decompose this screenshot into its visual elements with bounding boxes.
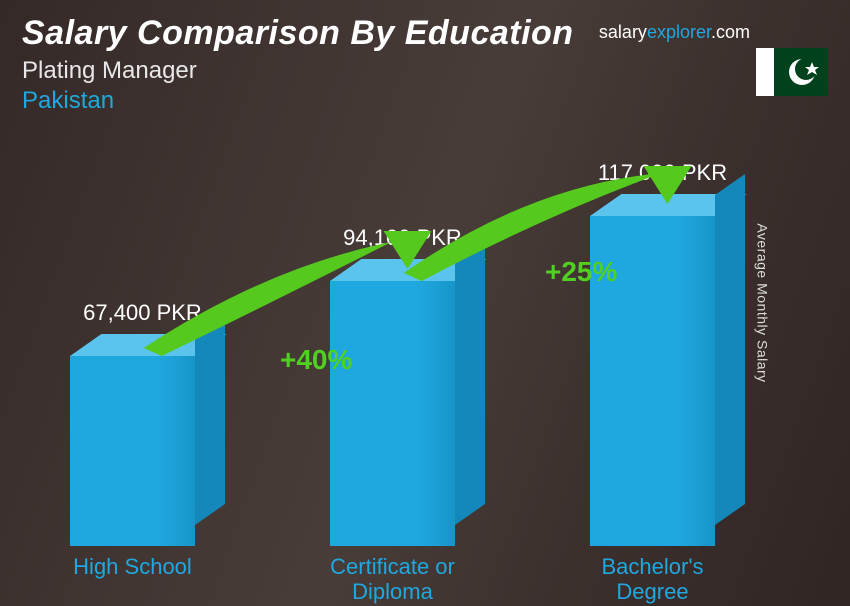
salary-bar-chart: 67,400 PKRHigh School94,100 PKRCertifica…: [40, 146, 800, 546]
bar-label: Certificate orDiploma: [330, 554, 455, 605]
growth-arrow-icon: [40, 146, 800, 546]
job-title: Plating Manager: [22, 57, 828, 85]
country-name: Pakistan: [22, 87, 828, 115]
attribution-main: salary: [599, 22, 647, 42]
bar-label: High School: [70, 554, 195, 579]
growth-pct: +25%: [545, 256, 617, 288]
flag-crescent-icon: [774, 48, 828, 96]
flag-field: [774, 48, 828, 96]
attribution-suffix: .com: [711, 22, 750, 42]
attribution: salaryexplorer.com: [599, 22, 750, 43]
attribution-accent: explorer: [647, 22, 711, 42]
bar-label: Bachelor'sDegree: [590, 554, 715, 605]
flag-stripe: [756, 48, 774, 96]
flag-pakistan: [756, 48, 828, 96]
